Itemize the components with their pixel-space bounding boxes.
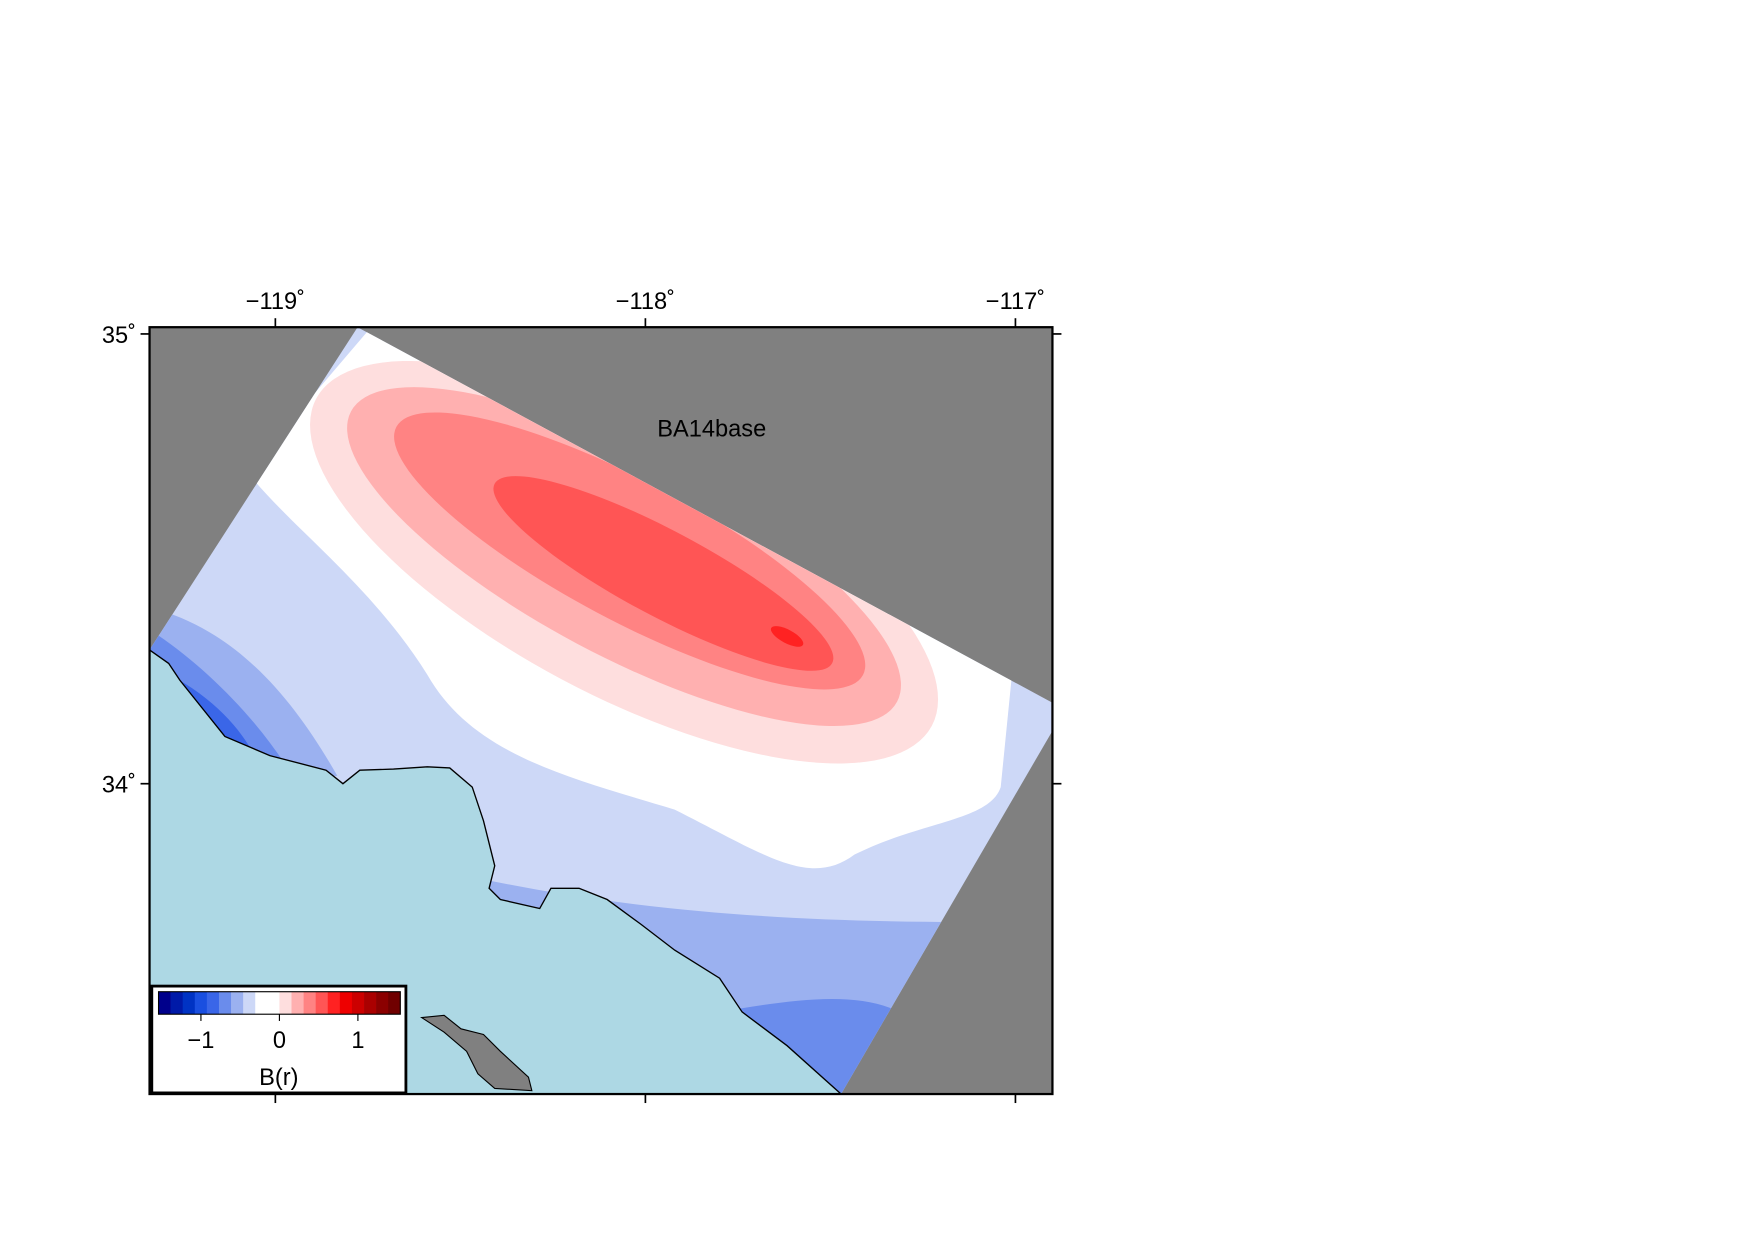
- colorbar-segment: [388, 991, 401, 1015]
- colorbar-segment: [206, 991, 220, 1015]
- ocean: [149, 649, 843, 1095]
- colorbar-tick-label: 0: [273, 1028, 286, 1054]
- band: [149, 629, 900, 1095]
- colorbar-segment: [327, 991, 341, 1015]
- colorbar-label: B(r): [259, 1065, 298, 1091]
- y-tick-label: 35˚: [102, 323, 136, 349]
- colorbar-segment: [376, 991, 389, 1015]
- colorbar-segment: [303, 991, 317, 1015]
- band: [770, 626, 804, 647]
- island: [420, 1014, 533, 1092]
- colorbar-segment: [255, 991, 268, 1015]
- x-tick-label: −119˚: [246, 289, 305, 315]
- colorbar-segment: [231, 991, 244, 1015]
- colorbar-segment: [339, 991, 353, 1015]
- colorbar-segment: [182, 991, 196, 1015]
- y-tick-label: 34˚: [102, 773, 136, 799]
- map-title: BA14base: [657, 416, 766, 442]
- colorbar-segment: [267, 991, 280, 1015]
- frame: [148, 326, 1054, 1096]
- colorbar-segment: [279, 991, 292, 1015]
- colorbar-segment: [158, 991, 171, 1015]
- x-tick-label: −117˚: [986, 289, 1045, 315]
- map-group: BA14base B(r) −119˚ −118˚ −117˚ 35˚ 34˚ −1 0 1: [102, 289, 1062, 1104]
- colorbar-tick-label: −1: [187, 1028, 214, 1054]
- colorbar-segment: [194, 991, 208, 1015]
- colorbar-segment: [170, 991, 184, 1015]
- x-tick-label: −118˚: [616, 289, 675, 315]
- colorbar-segment: [315, 991, 329, 1015]
- colorbar-segment: [364, 991, 377, 1015]
- colorbar-segment: [218, 991, 232, 1015]
- colorbar-tick-label: 1: [351, 1028, 364, 1054]
- colorbar-segment: [243, 991, 256, 1015]
- colorbar-segment: [351, 991, 365, 1015]
- colorbar-segment: [291, 991, 304, 1015]
- band: [493, 476, 834, 671]
